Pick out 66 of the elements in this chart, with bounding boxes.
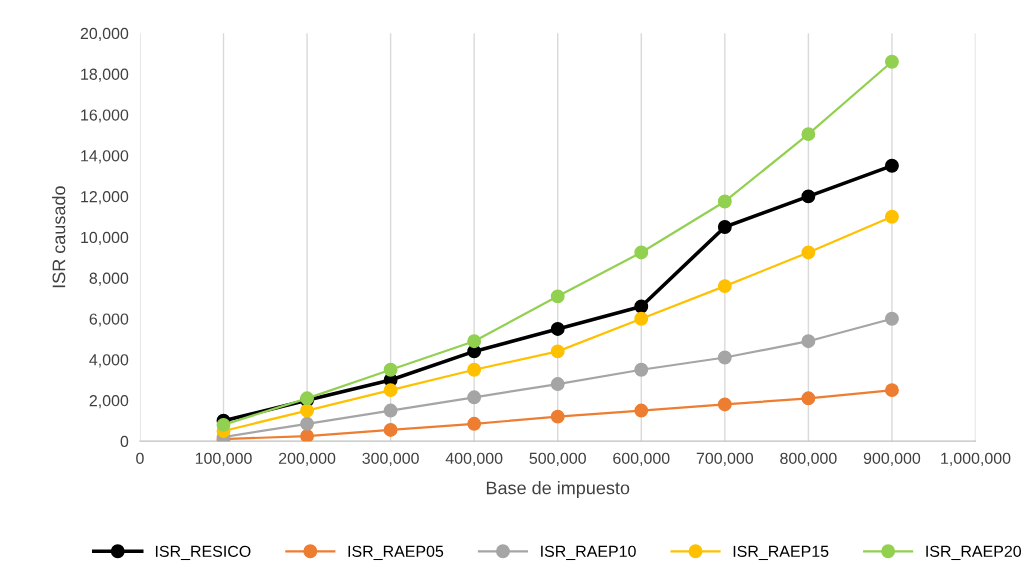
point xyxy=(383,362,398,377)
point xyxy=(801,189,816,204)
x-tick-label: 600,000 xyxy=(613,452,670,466)
legend-label: ISR_RAEP10 xyxy=(541,545,636,561)
x-tick-label: 0 xyxy=(136,452,144,464)
point xyxy=(634,362,649,377)
point xyxy=(634,299,649,314)
y-tick-label: 4,000 xyxy=(89,354,129,368)
point xyxy=(801,127,816,142)
point xyxy=(634,311,649,326)
y-tick-label: 8,000 xyxy=(89,272,129,286)
point xyxy=(801,391,816,406)
point xyxy=(550,377,565,391)
point xyxy=(300,429,314,442)
point xyxy=(383,403,398,418)
legend-label: ISR_RAEP05 xyxy=(348,545,444,561)
point xyxy=(884,54,899,69)
point xyxy=(884,383,899,398)
point xyxy=(634,245,649,260)
point xyxy=(634,403,649,418)
point xyxy=(550,322,565,336)
y-axis-title: ISR causado xyxy=(52,186,66,288)
point xyxy=(383,383,398,398)
x-tick-label: 700,000 xyxy=(696,452,754,466)
x-tick-label: 800,000 xyxy=(780,452,837,466)
point xyxy=(300,403,314,418)
point xyxy=(550,344,565,359)
x-tick-label: 1,000,000 xyxy=(941,452,1011,466)
point xyxy=(884,209,899,224)
legend-label: ISR_RAEP20 xyxy=(926,545,1022,561)
y-tick-label: 14,000 xyxy=(81,150,129,164)
x-tick-label: 100,000 xyxy=(195,452,252,466)
point xyxy=(550,289,565,304)
point xyxy=(717,350,732,365)
y-tick-label: 6,000 xyxy=(89,313,129,327)
x-tick-label: 300,000 xyxy=(362,452,419,466)
point xyxy=(884,158,899,173)
point xyxy=(801,245,816,260)
point xyxy=(884,311,899,326)
x-tick-label: 200,000 xyxy=(278,452,336,466)
x-tick-label: 500,000 xyxy=(529,452,586,466)
legend-label: ISR_RAEP15 xyxy=(733,545,829,561)
x-tick-label: 900,000 xyxy=(863,452,921,466)
point xyxy=(300,416,314,431)
point xyxy=(801,334,816,349)
point xyxy=(717,279,732,294)
point xyxy=(717,397,732,412)
point xyxy=(467,334,482,349)
point xyxy=(383,422,398,437)
x-tick-label: 400,000 xyxy=(445,452,503,466)
point xyxy=(467,390,482,405)
y-tick-label: 10,000 xyxy=(81,231,129,245)
legend-label: ISR_RESICO xyxy=(155,545,251,561)
y-tick-label: 16,000 xyxy=(81,109,129,123)
point xyxy=(467,362,482,377)
point xyxy=(467,416,482,431)
y-tick-label: 20,000 xyxy=(80,27,129,42)
point xyxy=(216,417,231,432)
point xyxy=(717,220,732,234)
point xyxy=(717,194,732,209)
point xyxy=(550,409,565,424)
x-axis-title: Base de impuesto xyxy=(486,481,630,498)
y-tick-label: 0 xyxy=(120,435,129,448)
y-tick-label: 18,000 xyxy=(81,68,129,82)
y-tick-label: 12,000 xyxy=(81,191,129,205)
y-tick-label: 2,000 xyxy=(89,394,129,409)
